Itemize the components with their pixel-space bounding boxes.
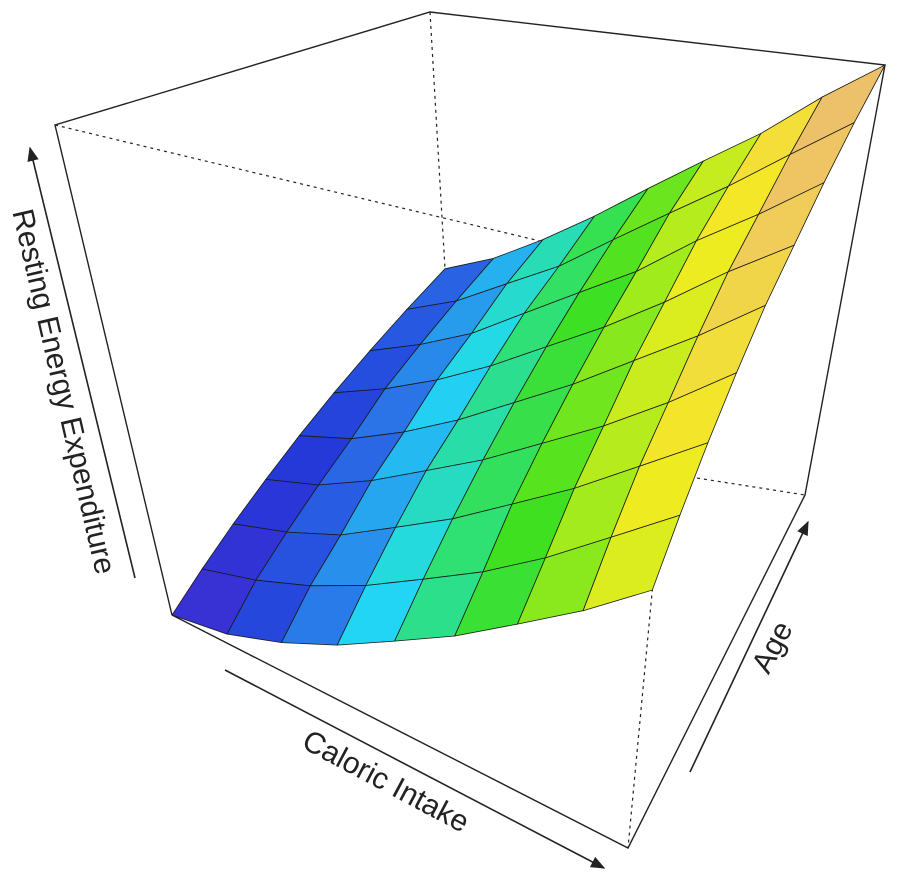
y-axis-arrow bbox=[689, 520, 809, 773]
surface-facet bbox=[582, 514, 681, 612]
x-axis-arrow bbox=[224, 669, 606, 869]
z-axis-arrow bbox=[27, 146, 136, 579]
x-axis-label: Caloric Intake bbox=[297, 724, 474, 839]
box-edges bbox=[54, 11, 886, 849]
z-axis-label: Resting Energy Expenditure bbox=[5, 206, 121, 577]
surface bbox=[171, 64, 886, 646]
y-axis-label: Age bbox=[746, 616, 800, 679]
